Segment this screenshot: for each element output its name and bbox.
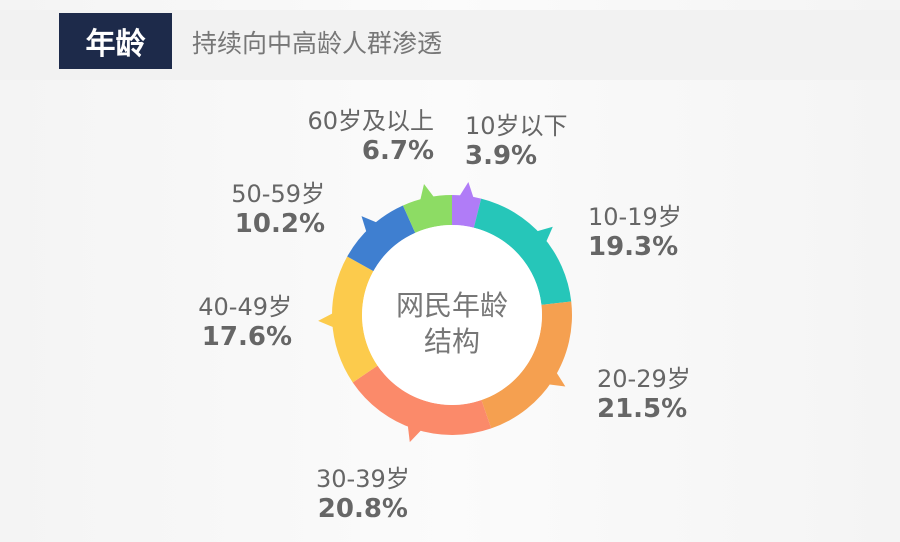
value-label: 10.2%	[234, 208, 325, 239]
category-label: 30-39岁	[316, 465, 410, 493]
donut-hole	[362, 225, 542, 405]
donut-slice	[473, 198, 572, 305]
category-label: 20-29岁	[597, 365, 691, 393]
label-40-49: 40-49岁 17.6%	[172, 293, 292, 353]
value-label: 6.7%	[361, 135, 434, 166]
center-label-line: 网民年龄	[395, 289, 508, 322]
label-30-39: 30-39岁 20.8%	[316, 465, 410, 525]
slice-pointer	[420, 183, 435, 201]
label-50-59: 50-59岁 10.2%	[205, 180, 325, 240]
slice-pointer	[536, 226, 553, 243]
value-label: 21.5%	[597, 393, 688, 424]
center-label: 网民年龄 结构	[382, 288, 522, 361]
slice-pointer	[459, 182, 474, 198]
donut-slice	[481, 301, 572, 429]
donut-slice	[347, 205, 416, 272]
label-20-29: 20-29岁 21.5%	[597, 365, 691, 425]
label-under-10: 10岁以下 3.9%	[465, 112, 568, 172]
label-10-19: 10-19岁 19.3%	[588, 203, 682, 263]
category-label: 40-49岁	[198, 293, 292, 321]
value-label: 3.9%	[465, 140, 538, 171]
slice-pointer	[318, 313, 334, 328]
slice-pointer	[361, 216, 378, 233]
section-tag: 年龄	[59, 13, 172, 69]
value-label: 19.3%	[588, 231, 679, 262]
label-60-plus: 60岁及以上 6.7%	[286, 107, 434, 167]
donut-slice	[452, 195, 482, 228]
section-subtitle: 持续向中高龄人群渗透	[192, 29, 443, 58]
donut-slice	[332, 256, 378, 383]
slice-pointer	[407, 425, 422, 443]
donut-slice	[352, 365, 492, 436]
category-label: 10岁以下	[465, 112, 568, 140]
donut-slice	[402, 195, 452, 233]
value-label: 20.8%	[317, 493, 408, 524]
slice-pointer	[548, 372, 566, 387]
category-label: 10-19岁	[588, 203, 682, 231]
category-label: 60岁及以上	[307, 107, 434, 135]
category-label: 50-59岁	[231, 180, 325, 208]
center-label-line: 结构	[423, 325, 480, 359]
value-label: 17.6%	[201, 321, 292, 352]
